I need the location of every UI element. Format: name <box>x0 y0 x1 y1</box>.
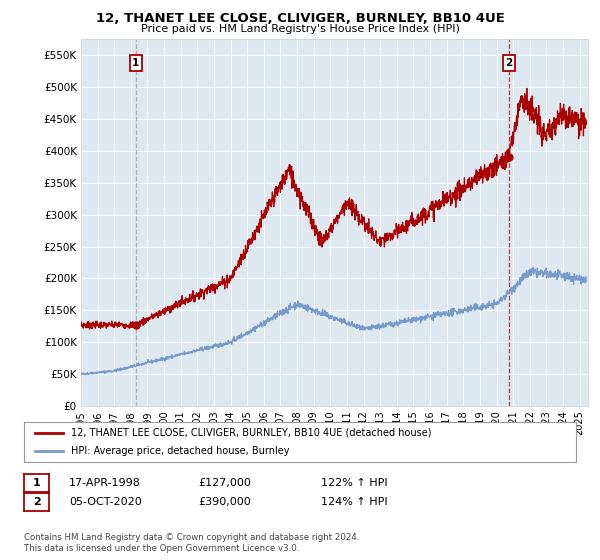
Text: Contains HM Land Registry data © Crown copyright and database right 2024.
This d: Contains HM Land Registry data © Crown c… <box>24 533 359 553</box>
Text: 1: 1 <box>132 58 139 68</box>
Text: £127,000: £127,000 <box>198 478 251 488</box>
Text: £390,000: £390,000 <box>198 497 251 507</box>
Text: 122% ↑ HPI: 122% ↑ HPI <box>321 478 388 488</box>
Text: 2: 2 <box>33 497 40 507</box>
Text: 05-OCT-2020: 05-OCT-2020 <box>69 497 142 507</box>
Text: 17-APR-1998: 17-APR-1998 <box>69 478 141 488</box>
Text: 124% ↑ HPI: 124% ↑ HPI <box>321 497 388 507</box>
Text: 12, THANET LEE CLOSE, CLIVIGER, BURNLEY, BB10 4UE (detached house): 12, THANET LEE CLOSE, CLIVIGER, BURNLEY,… <box>71 428 431 438</box>
Text: 2: 2 <box>505 58 512 68</box>
Text: 12, THANET LEE CLOSE, CLIVIGER, BURNLEY, BB10 4UE: 12, THANET LEE CLOSE, CLIVIGER, BURNLEY,… <box>95 12 505 25</box>
Text: 1: 1 <box>33 478 40 488</box>
Text: Price paid vs. HM Land Registry's House Price Index (HPI): Price paid vs. HM Land Registry's House … <box>140 24 460 34</box>
Text: HPI: Average price, detached house, Burnley: HPI: Average price, detached house, Burn… <box>71 446 289 456</box>
